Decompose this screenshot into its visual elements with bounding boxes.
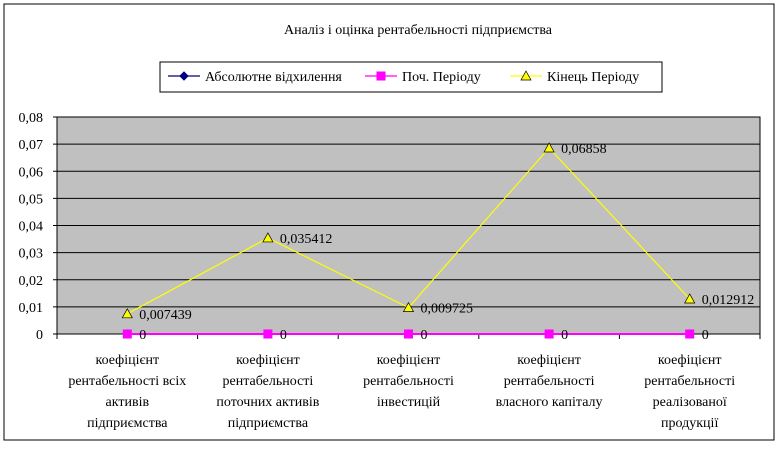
x-category-line: підприємства — [228, 416, 309, 431]
data-label: 0 — [139, 328, 146, 343]
x-category-line: коефіцієнт — [517, 353, 581, 368]
x-category-line: підприємства — [87, 416, 168, 431]
y-axis: 0,08 0,07 0,06 0,05 0,04 0,03 0,02 0,01 0 — [19, 111, 57, 343]
legend-item-square: Поч. Періоду — [365, 70, 481, 85]
x-category-line: рентабельності — [223, 374, 314, 389]
series-layer: 0 0 0 0 0 0,007439 0,035412 0,009725 0,06858 0,01… — [121, 142, 755, 343]
data-point — [402, 301, 415, 312]
y-tick-label: 0,08 — [19, 111, 44, 126]
data-point — [262, 232, 274, 243]
y-tick-label: 0,03 — [19, 247, 44, 262]
x-category-line: коефіцієнт — [236, 353, 300, 368]
data-point — [543, 142, 555, 153]
x-category-line: поточних активів — [216, 395, 319, 410]
y-tick-label: 0,02 — [19, 274, 44, 289]
x-category-label: коефіцієнт рентабельності інвестицій — [363, 353, 454, 410]
data-label: 0 — [421, 328, 428, 343]
x-category-label: коефіцієнт рентабельності всіх активів підп… — [68, 353, 186, 431]
legend: Абсолютне відхилення Поч. Періоду Кінець П… — [159, 61, 663, 93]
x-category-line: рентабельності — [504, 374, 595, 389]
legend-label: Поч. Періоду — [402, 70, 481, 85]
data-label: 0 — [702, 328, 709, 343]
data-point — [122, 329, 132, 339]
legend-marker — [376, 71, 386, 81]
grid-lines — [57, 143, 760, 308]
x-category-line: продукції — [661, 416, 718, 431]
y-tick-label: 0,06 — [19, 165, 44, 180]
data-label: 0,035412 — [280, 232, 333, 247]
x-category-line: реалізованої — [653, 395, 727, 410]
y-tick-label: 0,05 — [19, 192, 44, 207]
y-tick-label: 0,07 — [19, 138, 44, 153]
x-category-line: рентабельності — [644, 374, 735, 389]
x-category-line: рентабельності — [363, 374, 454, 389]
x-category-line: інвестицій — [377, 395, 441, 410]
data-point — [121, 308, 133, 319]
data-label: 0,06858 — [561, 142, 607, 157]
data-point — [263, 329, 273, 339]
legend-item-triangle: Кінець Періоду — [510, 70, 639, 85]
data-label: 0 — [561, 328, 568, 343]
data-point — [684, 293, 696, 304]
data-label: 0,012912 — [702, 293, 755, 308]
x-axis: коефіцієнт рентабельності всіх активів підп… — [56, 334, 761, 431]
legend-box — [159, 61, 663, 93]
y-tick-label: 0,01 — [19, 301, 44, 316]
x-category-line: власного капіталу — [496, 395, 603, 410]
data-label: 0 — [280, 328, 287, 343]
y-tick-label: 0,04 — [19, 220, 44, 235]
data-point — [544, 329, 554, 339]
data-point — [404, 329, 413, 339]
x-category-line: коефіцієнт — [377, 353, 441, 368]
legend-marker — [520, 70, 532, 81]
x-category-line: активів — [106, 395, 150, 410]
x-category-label: коефіцієнт рентабельності реалізованої прод… — [644, 353, 735, 431]
chart-title: Аналіз і оцінка рентабельності підприємс… — [284, 23, 553, 38]
x-category-line: коефіцієнт — [658, 353, 722, 368]
x-category-label: коефіцієнт рентабельності власного капітал… — [496, 353, 603, 410]
data-point — [685, 329, 695, 339]
x-category-line: рентабельності всіх — [68, 374, 186, 389]
series-square: 0 0 0 0 0 — [122, 328, 709, 343]
legend-item-diamond: Абсолютне відхилення — [168, 70, 342, 85]
data-label: 0,007439 — [139, 308, 192, 323]
series-triangle: 0,007439 0,035412 0,009725 0,06858 0,012912 — [121, 142, 755, 323]
legend-marker — [179, 71, 189, 81]
y-tick-label: 0 — [36, 328, 43, 343]
data-label: 0,009725 — [421, 302, 474, 317]
x-category-label: коефіцієнт рентабельності поточних активів… — [216, 353, 319, 431]
legend-label: Абсолютне відхилення — [205, 70, 342, 85]
x-category-line: коефіцієнт — [95, 353, 159, 368]
legend-label: Кінець Періоду — [547, 70, 639, 85]
